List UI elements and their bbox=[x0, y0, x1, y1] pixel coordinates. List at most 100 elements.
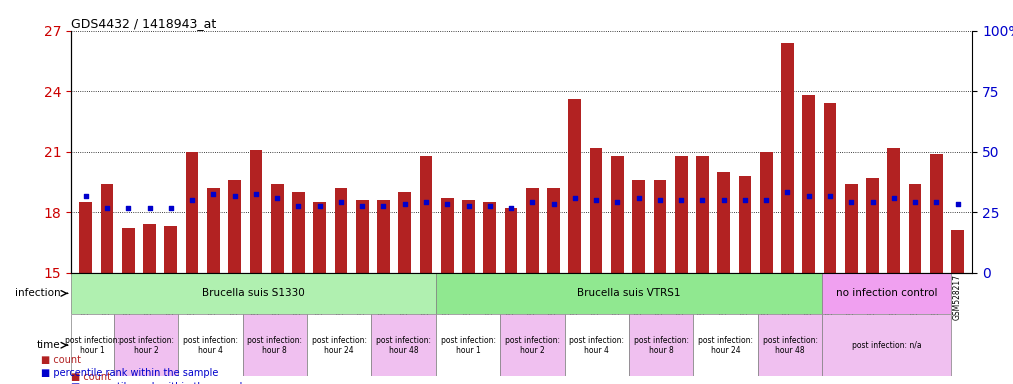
Text: post infection:
hour 4: post infection: hour 4 bbox=[569, 336, 624, 355]
Point bbox=[949, 201, 965, 207]
Text: post infection:
hour 48: post infection: hour 48 bbox=[376, 336, 432, 355]
Point bbox=[885, 195, 902, 201]
Bar bbox=[887, 148, 901, 273]
Point bbox=[715, 197, 731, 203]
Point bbox=[800, 193, 816, 199]
Point bbox=[227, 193, 243, 199]
FancyBboxPatch shape bbox=[564, 314, 629, 376]
Point bbox=[736, 197, 753, 203]
Point bbox=[312, 203, 328, 209]
Text: ■ percentile rank within the sample: ■ percentile rank within the sample bbox=[71, 382, 248, 384]
Bar bbox=[866, 178, 879, 273]
FancyBboxPatch shape bbox=[372, 314, 436, 376]
Bar bbox=[781, 43, 794, 273]
Point bbox=[248, 191, 264, 197]
Text: Brucella suis VTRS1: Brucella suis VTRS1 bbox=[577, 288, 681, 298]
Point bbox=[333, 199, 349, 205]
Point bbox=[440, 201, 456, 207]
Text: post infection:
hour 2: post infection: hour 2 bbox=[119, 336, 173, 355]
Point bbox=[822, 193, 838, 199]
Point bbox=[651, 197, 668, 203]
Bar bbox=[760, 152, 773, 273]
Bar bbox=[653, 180, 667, 273]
Bar bbox=[143, 224, 156, 273]
Text: ■ percentile rank within the sample: ■ percentile rank within the sample bbox=[41, 368, 218, 378]
Point bbox=[843, 199, 859, 205]
Bar bbox=[845, 184, 858, 273]
Bar bbox=[356, 200, 369, 273]
Text: post infection:
hour 48: post infection: hour 48 bbox=[763, 336, 817, 355]
Bar bbox=[590, 148, 603, 273]
Bar bbox=[441, 198, 454, 273]
FancyBboxPatch shape bbox=[436, 314, 500, 376]
Bar bbox=[504, 208, 518, 273]
Bar bbox=[100, 184, 113, 273]
Bar bbox=[377, 200, 390, 273]
FancyBboxPatch shape bbox=[823, 314, 951, 376]
Point bbox=[142, 205, 158, 211]
Bar bbox=[79, 202, 92, 273]
Bar bbox=[738, 176, 752, 273]
Point bbox=[461, 203, 477, 209]
Text: post infection:
hour 2: post infection: hour 2 bbox=[504, 336, 560, 355]
Bar bbox=[207, 188, 220, 273]
Bar bbox=[164, 226, 177, 273]
Bar bbox=[951, 230, 964, 273]
Bar bbox=[334, 188, 347, 273]
Point bbox=[503, 205, 520, 211]
Text: post infection:
hour 24: post infection: hour 24 bbox=[312, 336, 367, 355]
Point bbox=[78, 193, 94, 199]
Text: time: time bbox=[36, 340, 60, 350]
Bar bbox=[462, 200, 475, 273]
Bar bbox=[228, 180, 241, 273]
FancyBboxPatch shape bbox=[758, 314, 823, 376]
Text: post infection:
hour 24: post infection: hour 24 bbox=[698, 336, 753, 355]
FancyBboxPatch shape bbox=[178, 314, 243, 376]
Point bbox=[694, 197, 710, 203]
Point bbox=[397, 201, 413, 207]
Point bbox=[121, 205, 137, 211]
Point bbox=[524, 199, 540, 205]
Bar bbox=[313, 202, 326, 273]
Point bbox=[206, 191, 222, 197]
Bar bbox=[292, 192, 305, 273]
Point bbox=[566, 195, 582, 201]
Text: ■ count: ■ count bbox=[71, 372, 110, 382]
Text: post infection:
hour 1: post infection: hour 1 bbox=[441, 336, 495, 355]
Point bbox=[673, 197, 689, 203]
Point bbox=[376, 203, 392, 209]
Bar bbox=[419, 156, 433, 273]
Bar bbox=[398, 192, 411, 273]
Point bbox=[269, 195, 286, 201]
Point bbox=[779, 189, 795, 195]
Bar bbox=[547, 188, 560, 273]
FancyBboxPatch shape bbox=[694, 314, 758, 376]
Bar bbox=[568, 99, 581, 273]
Text: GDS4432 / 1418943_at: GDS4432 / 1418943_at bbox=[71, 17, 216, 30]
FancyBboxPatch shape bbox=[113, 314, 178, 376]
Point bbox=[928, 199, 944, 205]
Text: infection: infection bbox=[14, 288, 60, 298]
Point bbox=[482, 203, 498, 209]
Text: Brucella suis S1330: Brucella suis S1330 bbox=[202, 288, 305, 298]
Point bbox=[99, 205, 115, 211]
Point bbox=[291, 203, 307, 209]
Bar bbox=[675, 156, 688, 273]
Bar bbox=[930, 154, 943, 273]
FancyBboxPatch shape bbox=[71, 273, 436, 314]
Point bbox=[588, 197, 604, 203]
Point bbox=[864, 199, 880, 205]
Bar bbox=[185, 152, 199, 273]
Bar bbox=[696, 156, 709, 273]
Point bbox=[355, 203, 371, 209]
Point bbox=[609, 199, 625, 205]
Text: post infection:
hour 1: post infection: hour 1 bbox=[65, 336, 120, 355]
FancyBboxPatch shape bbox=[307, 314, 372, 376]
Text: ■ count: ■ count bbox=[41, 355, 80, 365]
FancyBboxPatch shape bbox=[823, 273, 951, 314]
Point bbox=[418, 199, 435, 205]
Bar bbox=[802, 95, 815, 273]
Bar bbox=[122, 228, 135, 273]
Bar bbox=[249, 150, 262, 273]
Point bbox=[630, 195, 646, 201]
